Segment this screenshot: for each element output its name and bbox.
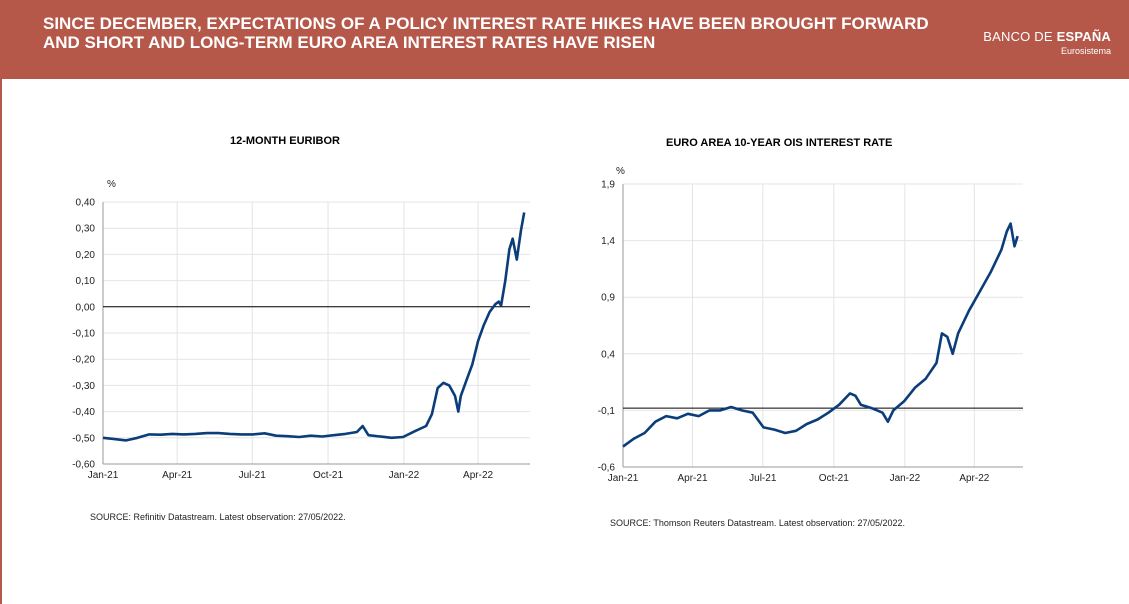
source-note-ois: SOURCE: Thomson Reuters Datastream. Late… [610,518,905,528]
y-tick-label: -0,50 [72,433,95,444]
series-line [102,212,526,442]
logo-subtitle: Eurosistema [1060,46,1111,56]
y-tick-label: 1,4 [601,236,615,247]
y-tick-label: -0,30 [72,381,95,392]
x-tick-label: Jan-22 [890,473,921,484]
y-axis-unit-label: % [107,179,116,190]
y-tick-label: -0,40 [72,407,95,418]
y-tick-label: -0,20 [72,355,95,366]
series-line [622,222,1019,448]
logo-text-part2: ESPAÑA [1056,29,1111,44]
y-tick-label: 0,9 [601,293,615,304]
chart-title-euribor: 12-MONTH EURIBOR [230,135,341,147]
y-tick-label: -0,10 [72,329,95,340]
x-tick-label: Apr-21 [677,473,707,484]
x-tick-label: Apr-21 [162,470,192,481]
y-tick-label: 1,9 [601,180,615,191]
left-accent-rule [0,79,2,604]
page-title: SINCE DECEMBER, EXPECTATIONS OF A POLICY… [43,14,929,52]
x-tick-label: Jan-21 [88,470,119,481]
bank-logo: BANCO DE ESPAÑA Eurosistema [983,30,1111,57]
logo-text-part1: BANCO DE [983,29,1057,44]
y-axis-unit-label: % [616,166,625,177]
y-tick-label: 0,30 [76,224,96,235]
x-tick-label: Apr-22 [463,470,493,481]
x-tick-label: Apr-22 [959,473,989,484]
source-note-euribor: SOURCE: Refinitiv Datastream. Latest obs… [90,512,346,522]
x-tick-label: Oct-21 [313,470,343,481]
x-tick-label: Jul-21 [239,470,267,481]
x-tick-label: Oct-21 [819,473,849,484]
y-tick-label: -0,60 [72,460,95,471]
x-tick-label: Jan-22 [389,470,420,481]
header-banner: SINCE DECEMBER, EXPECTATIONS OF A POLICY… [0,0,1129,79]
x-tick-label: Jan-21 [608,473,639,484]
y-tick-label: -0,1 [598,406,616,417]
y-tick-label: 0,10 [76,276,96,287]
y-tick-label: -0,6 [598,463,616,474]
y-tick-label: 0,40 [76,198,96,209]
chart-title-ois: EURO AREA 10-YEAR OIS INTEREST RATE [666,137,893,149]
y-tick-label: 0,00 [76,302,96,313]
y-tick-label: 0,4 [601,349,615,360]
y-tick-label: 0,20 [76,250,96,261]
x-tick-label: Jul-21 [749,473,777,484]
